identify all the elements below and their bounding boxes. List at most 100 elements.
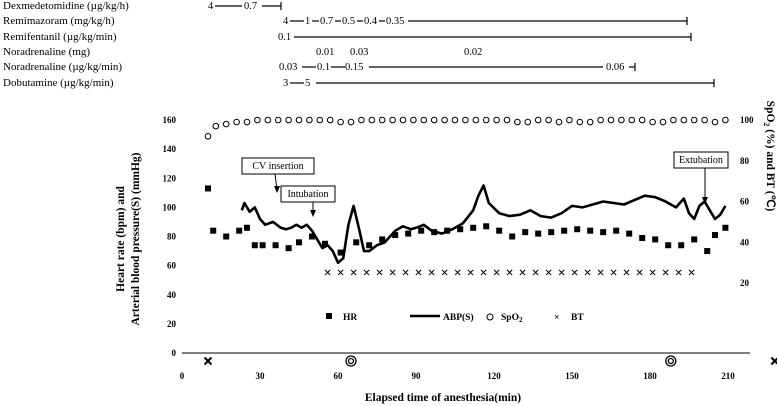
- annotation-box: [280, 185, 336, 203]
- legend-spo2-label: SpO2: [501, 313, 523, 324]
- drug-label-dobutamine: Dobutamine (µg/kg/min): [3, 77, 114, 89]
- legend-spo2-sub: 2: [519, 316, 523, 324]
- x-tick-label: 180: [643, 371, 657, 381]
- legend-bt-marker: ×: [554, 313, 559, 323]
- bt-point-stroke: [623, 269, 630, 276]
- bt-point: [415, 269, 422, 276]
- drug-label-remimazoram: Remimazoram (mg/kg/h): [3, 15, 115, 27]
- event-cross-stroke: [203, 356, 213, 366]
- annotation-cv-insertion: CV insertion: [241, 157, 315, 193]
- hr-point: [296, 239, 302, 246]
- hr-point: [509, 233, 516, 240]
- spo2-point: [649, 118, 656, 126]
- bt-point: [363, 269, 370, 276]
- annotation-label: Extubation: [679, 155, 723, 166]
- legend-hr-marker: [326, 313, 332, 319]
- hr-point: [639, 234, 646, 241]
- chart-legend: HR ABP(S) SpO2 × BT: [326, 312, 584, 324]
- bt-point-stroke: [337, 269, 344, 276]
- spo2-point: [347, 118, 355, 126]
- bt-point-stroke: [480, 269, 487, 276]
- event-cross-stroke: [770, 357, 777, 366]
- x-axis-title: Elapsed time of anesthesia(min): [365, 392, 521, 404]
- hr-point: [223, 233, 230, 240]
- bt-point: [389, 269, 396, 276]
- bt-point-stroke: [584, 269, 591, 276]
- hr-point: [678, 242, 685, 249]
- hr-point: [244, 224, 250, 231]
- x-tick-label: 0: [180, 371, 185, 381]
- bt-point: [337, 269, 344, 276]
- bt-point-stroke: [571, 269, 578, 276]
- spo2-point: [368, 116, 376, 124]
- y-right-tick-label: 60: [740, 197, 750, 207]
- spo2-point: [722, 116, 729, 124]
- bt-point: [532, 269, 539, 276]
- hr-point: [236, 227, 243, 234]
- bt-point: [571, 269, 578, 276]
- y-tick-label: 80: [167, 232, 177, 242]
- dose-remi-2: 0.7: [320, 16, 333, 27]
- hr-point: [600, 229, 607, 236]
- bt-point: [428, 269, 435, 276]
- bt-point: [376, 269, 383, 276]
- x-tick-label: 90: [412, 371, 422, 381]
- y-tick-label: 40: [167, 290, 177, 300]
- spo2-point: [295, 116, 303, 124]
- bt-point: [480, 269, 487, 276]
- spo2-point: [534, 116, 542, 124]
- dose-dob-1: 5: [305, 78, 310, 89]
- bt-point-stroke: [688, 269, 695, 276]
- bt-point-stroke: [597, 269, 604, 276]
- spo2-point: [410, 116, 417, 124]
- spo2-point: [420, 116, 428, 124]
- spo2-point: [441, 116, 448, 124]
- bt-point: [467, 269, 474, 276]
- bt-point: [519, 269, 526, 276]
- bt-point-stroke: [324, 269, 331, 276]
- bt-point-stroke: [454, 269, 461, 276]
- bt-point-stroke: [506, 269, 513, 276]
- spo2-point: [711, 118, 719, 126]
- spo2-point: [326, 116, 334, 124]
- hr-point: [457, 226, 464, 233]
- hr-point: [259, 242, 266, 249]
- hr-point: [337, 249, 344, 256]
- spo2-point: [597, 116, 604, 124]
- dose-dob-0: 3: [283, 78, 288, 89]
- bt-point: [662, 269, 669, 276]
- spo2-point: [451, 116, 459, 124]
- event-cross-marker: [770, 356, 777, 366]
- hr-point: [366, 242, 373, 249]
- hr-point: [548, 229, 555, 236]
- bt-point: [623, 269, 630, 276]
- annotation-box: [673, 151, 729, 169]
- spo2-point: [503, 116, 511, 124]
- y-tick-label: 160: [163, 115, 177, 125]
- hr-point: [691, 236, 698, 243]
- dose-nad-1: 0.1: [317, 62, 330, 73]
- dose-dex-1: 0.7: [244, 1, 257, 12]
- dose-remi-1: 1: [305, 16, 310, 27]
- spo2-point: [566, 116, 573, 124]
- spo2-point: [204, 133, 212, 140]
- annotation-label: CV insertion: [252, 161, 303, 172]
- bt-point: [454, 269, 461, 276]
- bt-point-stroke: [493, 269, 500, 276]
- spo2-point: [680, 116, 688, 124]
- dose-remi-5: 0.35: [386, 16, 404, 27]
- bt-point-stroke: [532, 269, 539, 276]
- bt-point-stroke: [428, 269, 435, 276]
- right-axis-title: SpO2 (%) and BT (℃): [762, 101, 777, 212]
- annotation-intubation: Intubation: [280, 185, 336, 217]
- hr-point: [704, 248, 711, 255]
- hr-point: [652, 236, 659, 243]
- hr-point: [205, 185, 211, 192]
- right-axis-title-sub: 2: [762, 122, 771, 126]
- hr-point: [626, 230, 633, 237]
- bt-point-stroke: [675, 269, 682, 276]
- y-tick-label: 100: [163, 202, 177, 212]
- bt-point: [675, 269, 682, 276]
- y-right-tick-label: 40: [740, 237, 750, 247]
- bt-point: [441, 269, 448, 276]
